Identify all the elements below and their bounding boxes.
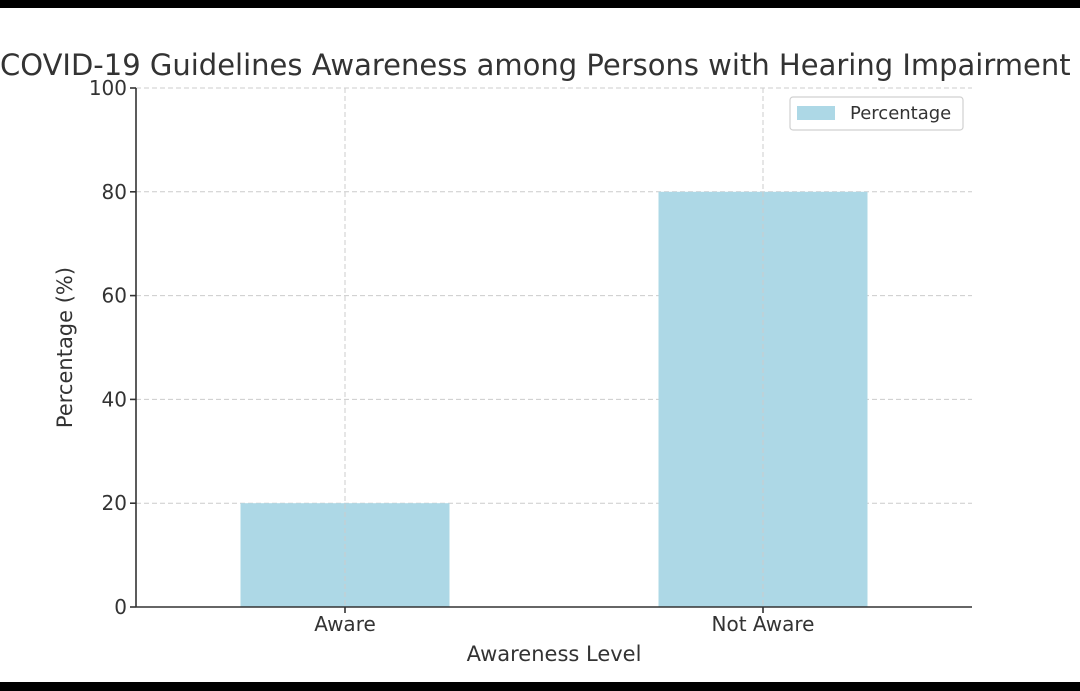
legend: Percentage (789, 96, 964, 131)
y-axis-label: Percentage (%) (53, 267, 77, 428)
x-tick-label: Not Aware (712, 612, 815, 636)
legend-box (789, 96, 964, 131)
ticks-layer: 0 20 40 60 80 100 Aware Not Aware (89, 76, 815, 636)
grid-x-layer (344, 88, 764, 607)
y-tick-label: 60 (102, 284, 127, 308)
y-tick-label: 0 (114, 595, 127, 619)
legend-label-percentage: Percentage (850, 103, 951, 124)
y-tick-label: 20 (102, 491, 127, 515)
legend-swatch-percentage (797, 106, 835, 120)
y-tick-label: 80 (102, 180, 127, 204)
x-tick-label: Aware (314, 612, 376, 636)
x-axis-label: Awareness Level (467, 642, 642, 666)
y-tick-label: 40 (102, 387, 127, 411)
chart-title: COVID-19 Guidelines Awareness among Pers… (0, 48, 1071, 82)
bar-chart: COVID-19 Guidelines Awareness among Pers… (0, 48, 1071, 666)
y-tick-label: 100 (89, 76, 127, 100)
axes-layer (135, 88, 972, 608)
chart-frame: COVID-19 Guidelines Awareness among Pers… (0, 8, 1080, 682)
